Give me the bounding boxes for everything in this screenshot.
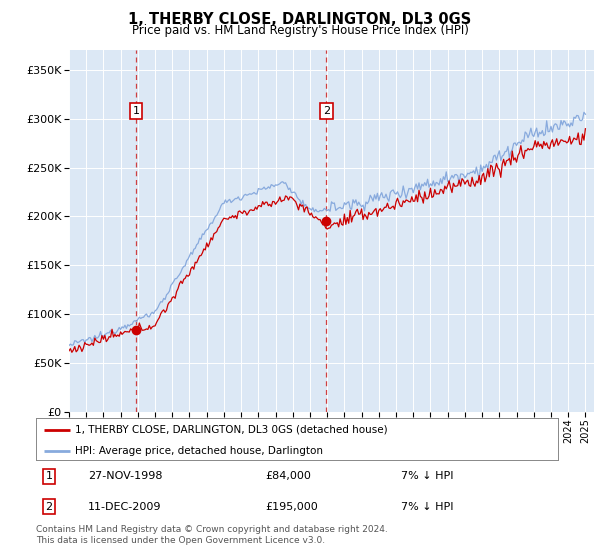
Text: 27-NOV-1998: 27-NOV-1998	[88, 472, 163, 482]
Text: £84,000: £84,000	[266, 472, 311, 482]
Text: Contains HM Land Registry data © Crown copyright and database right 2024.
This d: Contains HM Land Registry data © Crown c…	[36, 525, 388, 545]
Text: 1: 1	[46, 472, 53, 482]
Text: 2: 2	[46, 502, 53, 512]
Text: 7% ↓ HPI: 7% ↓ HPI	[401, 472, 454, 482]
Text: 11-DEC-2009: 11-DEC-2009	[88, 502, 162, 512]
Text: 2: 2	[323, 106, 330, 116]
Text: Price paid vs. HM Land Registry's House Price Index (HPI): Price paid vs. HM Land Registry's House …	[131, 24, 469, 37]
Text: £195,000: £195,000	[266, 502, 319, 512]
Text: 1, THERBY CLOSE, DARLINGTON, DL3 0GS: 1, THERBY CLOSE, DARLINGTON, DL3 0GS	[128, 12, 472, 27]
Text: 1: 1	[133, 106, 140, 116]
Text: HPI: Average price, detached house, Darlington: HPI: Average price, detached house, Darl…	[75, 446, 323, 456]
Text: 7% ↓ HPI: 7% ↓ HPI	[401, 502, 454, 512]
Text: 1, THERBY CLOSE, DARLINGTON, DL3 0GS (detached house): 1, THERBY CLOSE, DARLINGTON, DL3 0GS (de…	[75, 424, 388, 435]
